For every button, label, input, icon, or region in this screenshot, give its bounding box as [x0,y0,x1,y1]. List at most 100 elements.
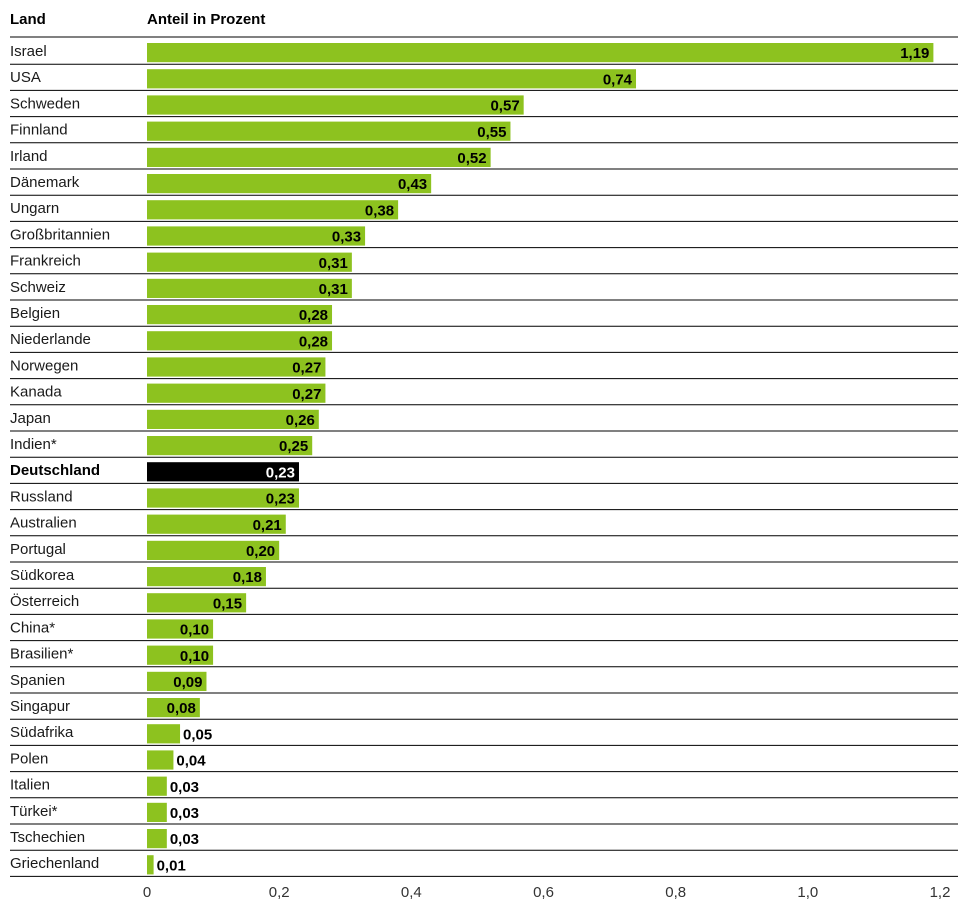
bar-suedkorea [147,567,266,587]
bar-niederlande [147,331,333,351]
row-kanada: Kanada 0,27 [10,383,958,406]
row-schweden: Schweden 0,57 [10,95,958,118]
row-belgien: Belgien 0,28 [10,305,958,327]
value-label: 0,03 [170,831,199,848]
category-label: Indien* [10,436,57,453]
category-label: Deutschland [10,462,100,479]
row-frankreich: Frankreich 0,31 [10,252,958,275]
bar-brasilien [147,645,214,665]
category-label: China* [10,619,55,636]
row-japan: Japan 0,26 [10,409,958,432]
value-label: 0,55 [477,124,506,141]
row-schweiz: Schweiz 0,31 [10,278,958,301]
value-label: 0,31 [319,281,348,298]
category-label: Schweiz [10,279,66,296]
value-label: 0,18 [233,569,262,586]
bar-usa [147,69,637,89]
row-china: China* 0,10 [10,619,958,642]
bar-tschechien [147,829,167,849]
bar-grossbritannien [147,226,366,246]
value-label: 0,21 [253,517,282,534]
category-label: Irland [10,148,48,165]
category-label: Griechenland [10,855,99,872]
category-label: Niederlande [10,331,91,348]
x-tick-label: 1,2 [930,884,951,901]
row-indien: Indien* 0,25 [10,436,958,458]
bar-australien [147,514,286,534]
row-norwegen: Norwegen 0,27 [10,357,958,380]
row-suedafrika: Südafrika 0,05 [10,724,958,746]
row-russland: Russland 0,23 [10,488,958,511]
bar-griechenland [147,855,154,875]
bar-israel [147,43,934,63]
bar-indien [147,436,313,456]
bar-schweiz [147,278,352,298]
chart-rows: Israel 1,19 USA 0,74 Schweden 0,57 Finnland 0,5… [10,43,958,877]
value-label: 0,27 [292,386,321,403]
category-label: Kanada [10,384,62,401]
value-label: 0,25 [279,438,308,455]
x-tick-label: 0,8 [665,884,686,901]
category-label: Polen [10,750,48,767]
x-tick-label: 1,0 [797,884,818,901]
category-label: Dänemark [10,174,80,191]
category-label: Finnland [10,122,68,139]
row-australien: Australien 0,21 [10,514,958,537]
category-label: Israel [10,43,47,60]
category-label: Großbritannien [10,226,110,243]
bar-belgien [147,305,333,325]
category-label: Belgien [10,305,60,322]
value-label: 0,28 [299,333,328,350]
category-label: Spanien [10,672,65,689]
category-label: Österreich [10,592,79,610]
row-deutschland: Deutschland 0,23 [10,462,958,484]
x-tick-label: 0 [143,884,151,901]
bar-daenemark [147,174,432,194]
row-spanien: Spanien 0,09 [10,671,958,694]
row-irland: Irland 0,52 [10,147,958,170]
value-label: 0,03 [170,779,199,796]
value-label: 0,38 [365,202,394,219]
value-label: 0,09 [173,674,202,691]
category-label: Portugal [10,541,66,558]
bar-ungarn [147,200,399,220]
row-griechenland: Griechenland 0,01 [10,855,958,877]
category-label: Italien [10,777,50,794]
value-label: 0,23 [266,464,295,481]
x-tick-label: 0,2 [269,884,290,901]
bar-portugal [147,540,280,560]
bar-norwegen [147,357,326,377]
x-axis: 0 0,2 0,4 0,6 0,8 1,0 1,2 [143,884,951,901]
bar-japan [147,409,319,429]
bar-irland [147,147,491,167]
category-label: Russland [10,488,73,505]
value-label: 0,31 [319,255,348,272]
row-usa: USA 0,74 [10,69,958,91]
category-label: Japan [10,410,51,427]
bar-kanada [147,383,326,403]
bar-oesterreich [147,593,247,613]
category-label: Brasilien* [10,646,74,663]
value-label: 0,10 [180,648,209,665]
row-singapur: Singapur 0,08 [10,698,958,720]
category-label: Norwegen [10,357,78,374]
bar-russland [147,488,299,508]
category-label: Singapur [10,698,70,715]
value-label: 0,26 [286,412,315,429]
row-oesterreich: Österreich 0,15 [10,592,958,615]
row-suedkorea: Südkorea 0,18 [10,567,958,589]
bar-singapur [147,698,200,718]
row-daenemark: Dänemark 0,43 [10,174,958,196]
value-label: 0,27 [292,360,321,377]
row-finnland: Finnland 0,55 [10,121,958,144]
bar-italien [147,776,167,796]
value-label: 0,10 [180,622,209,639]
x-tick-label: 0,6 [533,884,554,901]
category-label: Südafrika [10,724,74,741]
category-label: Südkorea [10,567,75,584]
value-label: 0,74 [603,71,633,88]
category-label: Australien [10,515,77,532]
category-label: Frankreich [10,253,81,270]
value-label: 0,01 [157,857,186,874]
